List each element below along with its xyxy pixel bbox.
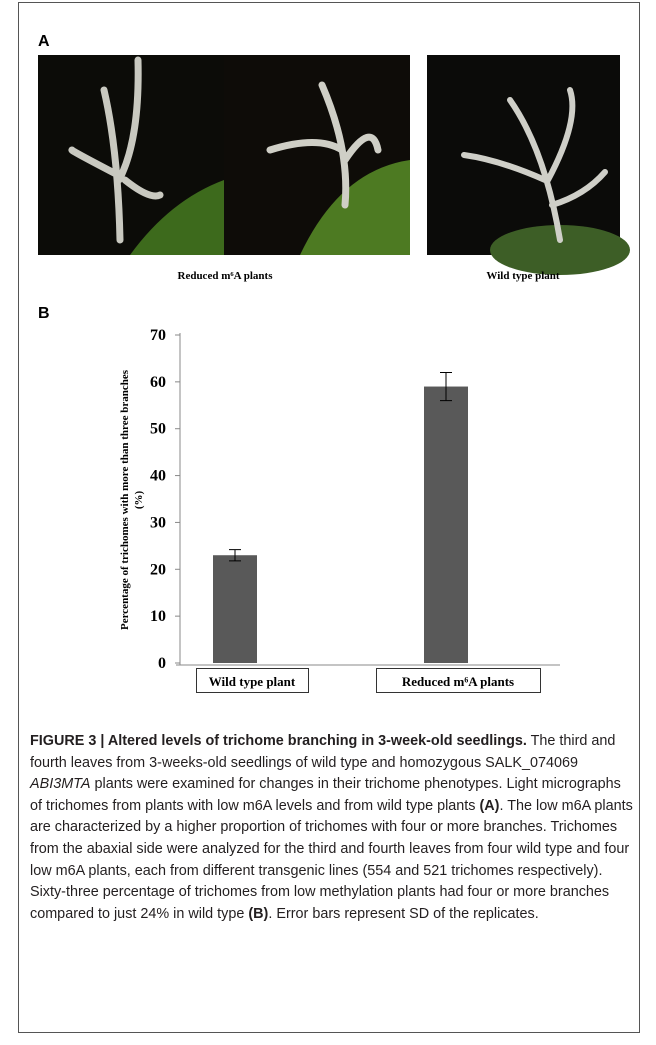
photo (224, 55, 410, 255)
y-tick-label: 0 (158, 655, 166, 672)
figure-caption: FIGURE 3 | Altered levels of trichome br… (30, 731, 634, 925)
y-tick-label: 30 (150, 514, 166, 531)
page: {"panels": {"a": {"label": "A", "caption… (0, 0, 656, 1045)
photo (427, 55, 630, 275)
photo (38, 55, 224, 255)
y-tick-label: 60 (150, 374, 166, 391)
caption-text: . Error bars represent SD of the replica… (268, 906, 538, 922)
photo-caption: Reduced m⁶A plants (178, 270, 274, 282)
caption-text: . The low m6A plants are characterized b… (30, 798, 633, 922)
y-tick-label: 20 (150, 561, 166, 578)
photo-caption: Wild type plant (486, 270, 559, 282)
panel-label: B (38, 305, 50, 322)
x-tick-label: Wild type plant (209, 674, 296, 689)
caption-title: FIGURE 3 | Altered levels of trichome br… (30, 733, 527, 749)
bar (213, 555, 257, 663)
panel-label: A (38, 33, 50, 50)
y-axis-label: Percentage of trichomes with more than t… (119, 369, 131, 630)
caption-text: (B) (248, 906, 268, 922)
x-tick-label: Reduced m⁶A plants (402, 674, 514, 689)
caption-text: (A) (480, 798, 500, 814)
bar (424, 387, 468, 663)
caption-text: ABI3MTA (30, 776, 91, 792)
y-tick-label: 70 (150, 327, 166, 344)
y-tick-label: 50 (150, 421, 166, 438)
y-axis-label: (%) (133, 491, 145, 510)
y-tick-label: 10 (150, 608, 166, 625)
y-tick-label: 40 (150, 468, 166, 485)
